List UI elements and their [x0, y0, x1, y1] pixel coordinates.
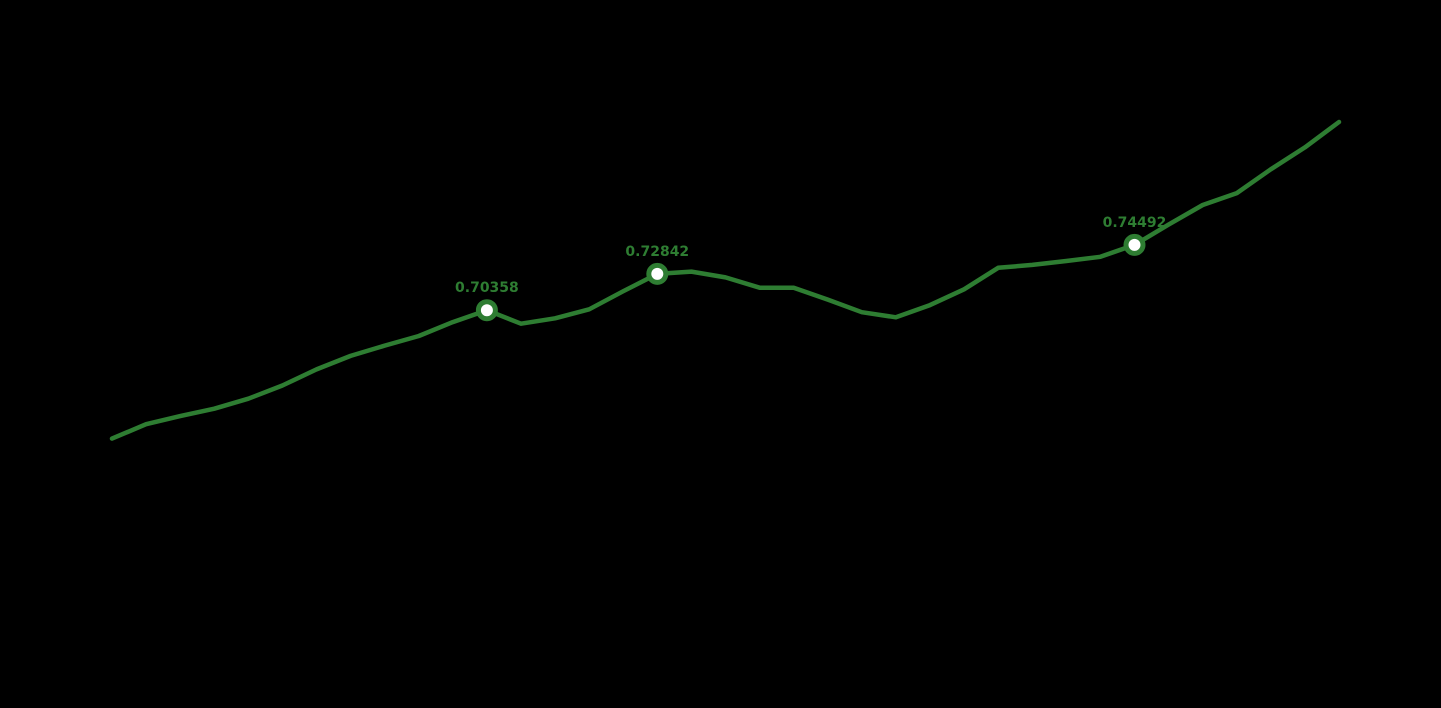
annotation-marker: [646, 262, 669, 285]
annotation-marker: [1123, 233, 1146, 256]
data-label: 0.70358: [455, 280, 519, 296]
annotation-marker: [475, 299, 498, 322]
data-label: 0.74492: [1103, 215, 1167, 231]
annotation-layer: 0.70358 0.72842 0.74492: [455, 215, 1167, 322]
data-label: 0.72842: [625, 244, 689, 260]
